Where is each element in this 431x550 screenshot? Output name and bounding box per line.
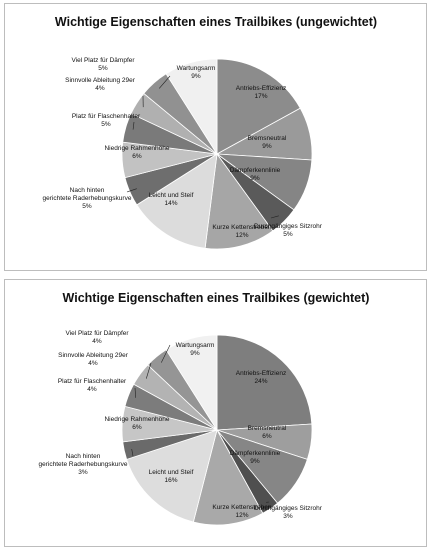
slice-label-sinnvolle-ableitung-29er: Sinnvolle Ableitung 29er 4%	[58, 352, 129, 367]
slice-label-leicht-und-steif: Leicht und Steif 14%	[149, 192, 194, 207]
pie-slice-kurze-kettenstreben	[192, 428, 264, 526]
pie-chart-unweighted-svg: Wichtige Eigenschaften eines Trailbikes …	[43, 15, 377, 250]
slice-label-platz-fuer-flaschenhalter: Platz für Flaschenhalter 5%	[72, 113, 141, 128]
chart-title: Wichtige Eigenschaften eines Trailbikes …	[55, 15, 377, 29]
slice-label-daempferkennlinie: Dämpferkennlinie 9%	[230, 167, 281, 182]
leader-line-viel-platz-fuer-daempfer	[158, 75, 171, 89]
leader-line-platz-fuer-flaschenhalter	[132, 121, 135, 130]
slice-label-viel-platz-fuer-daempfer: Viel Platz für Dämpfer 4%	[65, 330, 129, 345]
leader-lines	[126, 75, 279, 219]
leader-line-nach-hinten-gerichtete-raderhebungskurve	[126, 188, 137, 193]
slice-label-durchgaengiges-sitzrohr: Durchgängiges Sitzrohr 3%	[254, 505, 323, 520]
pie-slice-antriebs-effizienz	[216, 334, 313, 431]
pie-slice-wartungsarm	[165, 334, 218, 432]
pie-slice-leicht-und-steif	[126, 429, 218, 523]
slice-labels: Antriebs-Effizienz 24% Bremsneutral 6% Dämpf…	[39, 330, 323, 520]
slice-label-durchgaengiges-sitzrohr: Durchgängiges Sitzrohr 5%	[254, 223, 323, 238]
slice-label-antriebs-effizienz: Antriebs-Effizienz 24%	[236, 370, 286, 385]
pie-slice-kurze-kettenstreben	[204, 152, 274, 250]
slice-label-antriebs-effizienz: Antriebs-Effizienz 17%	[236, 85, 286, 100]
leader-line-durchgaengiges-sitzrohr	[270, 215, 279, 219]
pie-chart-weighted-svg: Wichtige Eigenschaften eines Trailbikes …	[39, 291, 370, 526]
slice-label-daempferkennlinie: Dämpferkennlinie 9%	[230, 450, 281, 465]
slice-label-kurze-kettenstreben: Kurze Kettenstreben 12%	[212, 224, 272, 239]
leader-line-nach-hinten-gerichtete-raderhebungskurve	[131, 449, 134, 457]
slice-label-platz-fuer-flaschenhalter: Platz für Flaschenhalter 4%	[58, 378, 127, 393]
slice-label-nach-hinten-gerichtete-raderhebungskurve: Nach hinten gerichtete Raderhebungskurve 5…	[43, 187, 132, 210]
slice-label-kurze-kettenstreben: Kurze Kettenstreben 12%	[212, 504, 272, 519]
chart-title: Wichtige Eigenschaften eines Trailbikes …	[63, 291, 370, 305]
leader-lines	[131, 344, 270, 503]
pie-slices	[121, 334, 313, 526]
leader-line-sinnvolle-ableitung-29er	[146, 362, 152, 379]
slice-label-nach-hinten-gerichtete-raderhebungskurve: Nach hinten gerichtete Raderhebungskurve 3…	[39, 453, 128, 476]
slice-label-wartungsarm: Wartungsarm 9%	[176, 342, 215, 357]
pie-slice-leicht-und-steif	[136, 153, 218, 249]
slice-label-bremsneutral: Bremsneutral 9%	[248, 135, 287, 150]
slice-label-bremsneutral: Bremsneutral 6%	[248, 425, 287, 440]
slice-label-leicht-und-steif: Leicht und Steif 16%	[149, 469, 194, 484]
slice-label-viel-platz-fuer-daempfer: Viel Platz für Dämpfer 5%	[71, 57, 135, 72]
pie-chart-weighted: Wichtige Eigenschaften eines Trailbikes …	[4, 279, 427, 547]
slice-label-wartungsarm: Wartungsarm 9%	[177, 65, 216, 80]
slice-label-niedrige-rahmenhoehe: Niedrige Rahmenhöhe 6%	[104, 145, 169, 160]
pie-slice-antriebs-effizienz	[216, 58, 301, 155]
pie-chart-unweighted: Wichtige Eigenschaften eines Trailbikes …	[4, 3, 427, 271]
slice-label-sinnvolle-ableitung-29er: Sinnvolle Ableitung 29er 4%	[65, 77, 136, 92]
slice-label-niedrige-rahmenhoehe: Niedrige Rahmenhöhe 6%	[104, 416, 169, 431]
leader-line-platz-fuer-flaschenhalter	[134, 387, 137, 398]
leader-line-viel-platz-fuer-daempfer	[161, 344, 171, 363]
pie-slice-wartungsarm	[165, 58, 218, 156]
pie-slices	[121, 58, 313, 250]
slice-labels: Antriebs-Effizienz 17% Bremsneutral 9% Dämpf…	[43, 57, 323, 239]
